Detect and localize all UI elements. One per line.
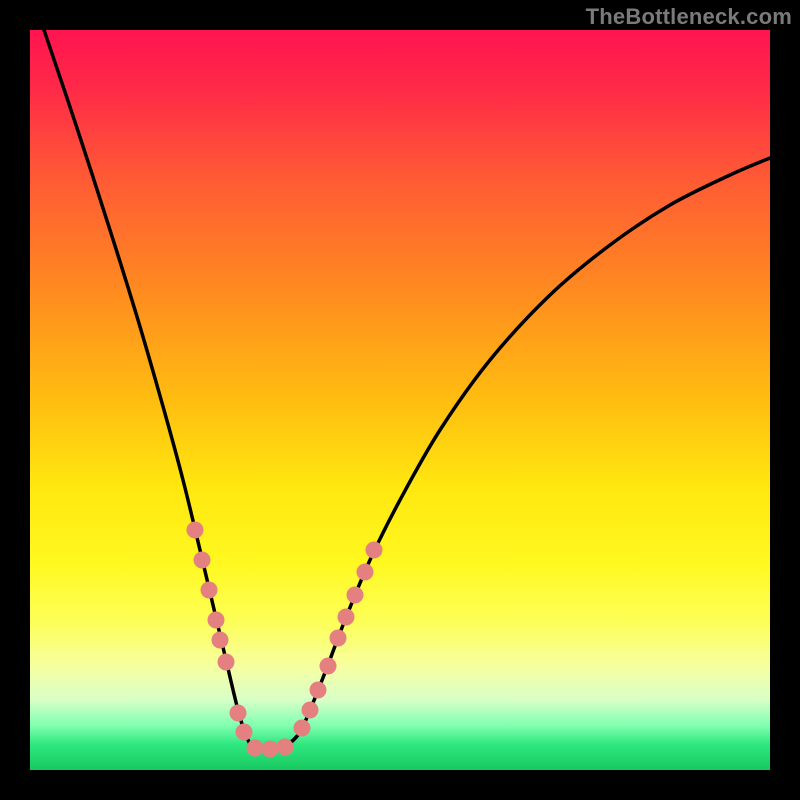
chart-container: TheBottleneck.com xyxy=(0,0,800,800)
data-point xyxy=(187,522,204,539)
data-point xyxy=(366,542,383,559)
data-point xyxy=(212,632,229,649)
data-point xyxy=(262,741,279,758)
data-point xyxy=(302,702,319,719)
watermark-text: TheBottleneck.com xyxy=(586,4,792,30)
data-point xyxy=(330,630,347,647)
data-point xyxy=(208,612,225,629)
data-point xyxy=(218,654,235,671)
data-point xyxy=(320,658,337,675)
data-point xyxy=(236,724,253,741)
data-point xyxy=(277,739,294,756)
data-point xyxy=(230,705,247,722)
data-point xyxy=(310,682,327,699)
plot-area xyxy=(30,30,770,770)
data-point xyxy=(338,609,355,626)
data-point xyxy=(247,740,264,757)
data-point xyxy=(294,720,311,737)
chart-svg xyxy=(30,30,770,770)
data-point xyxy=(347,587,364,604)
data-point xyxy=(357,564,374,581)
gradient-background xyxy=(30,30,770,770)
data-point xyxy=(194,552,211,569)
data-point xyxy=(201,582,218,599)
